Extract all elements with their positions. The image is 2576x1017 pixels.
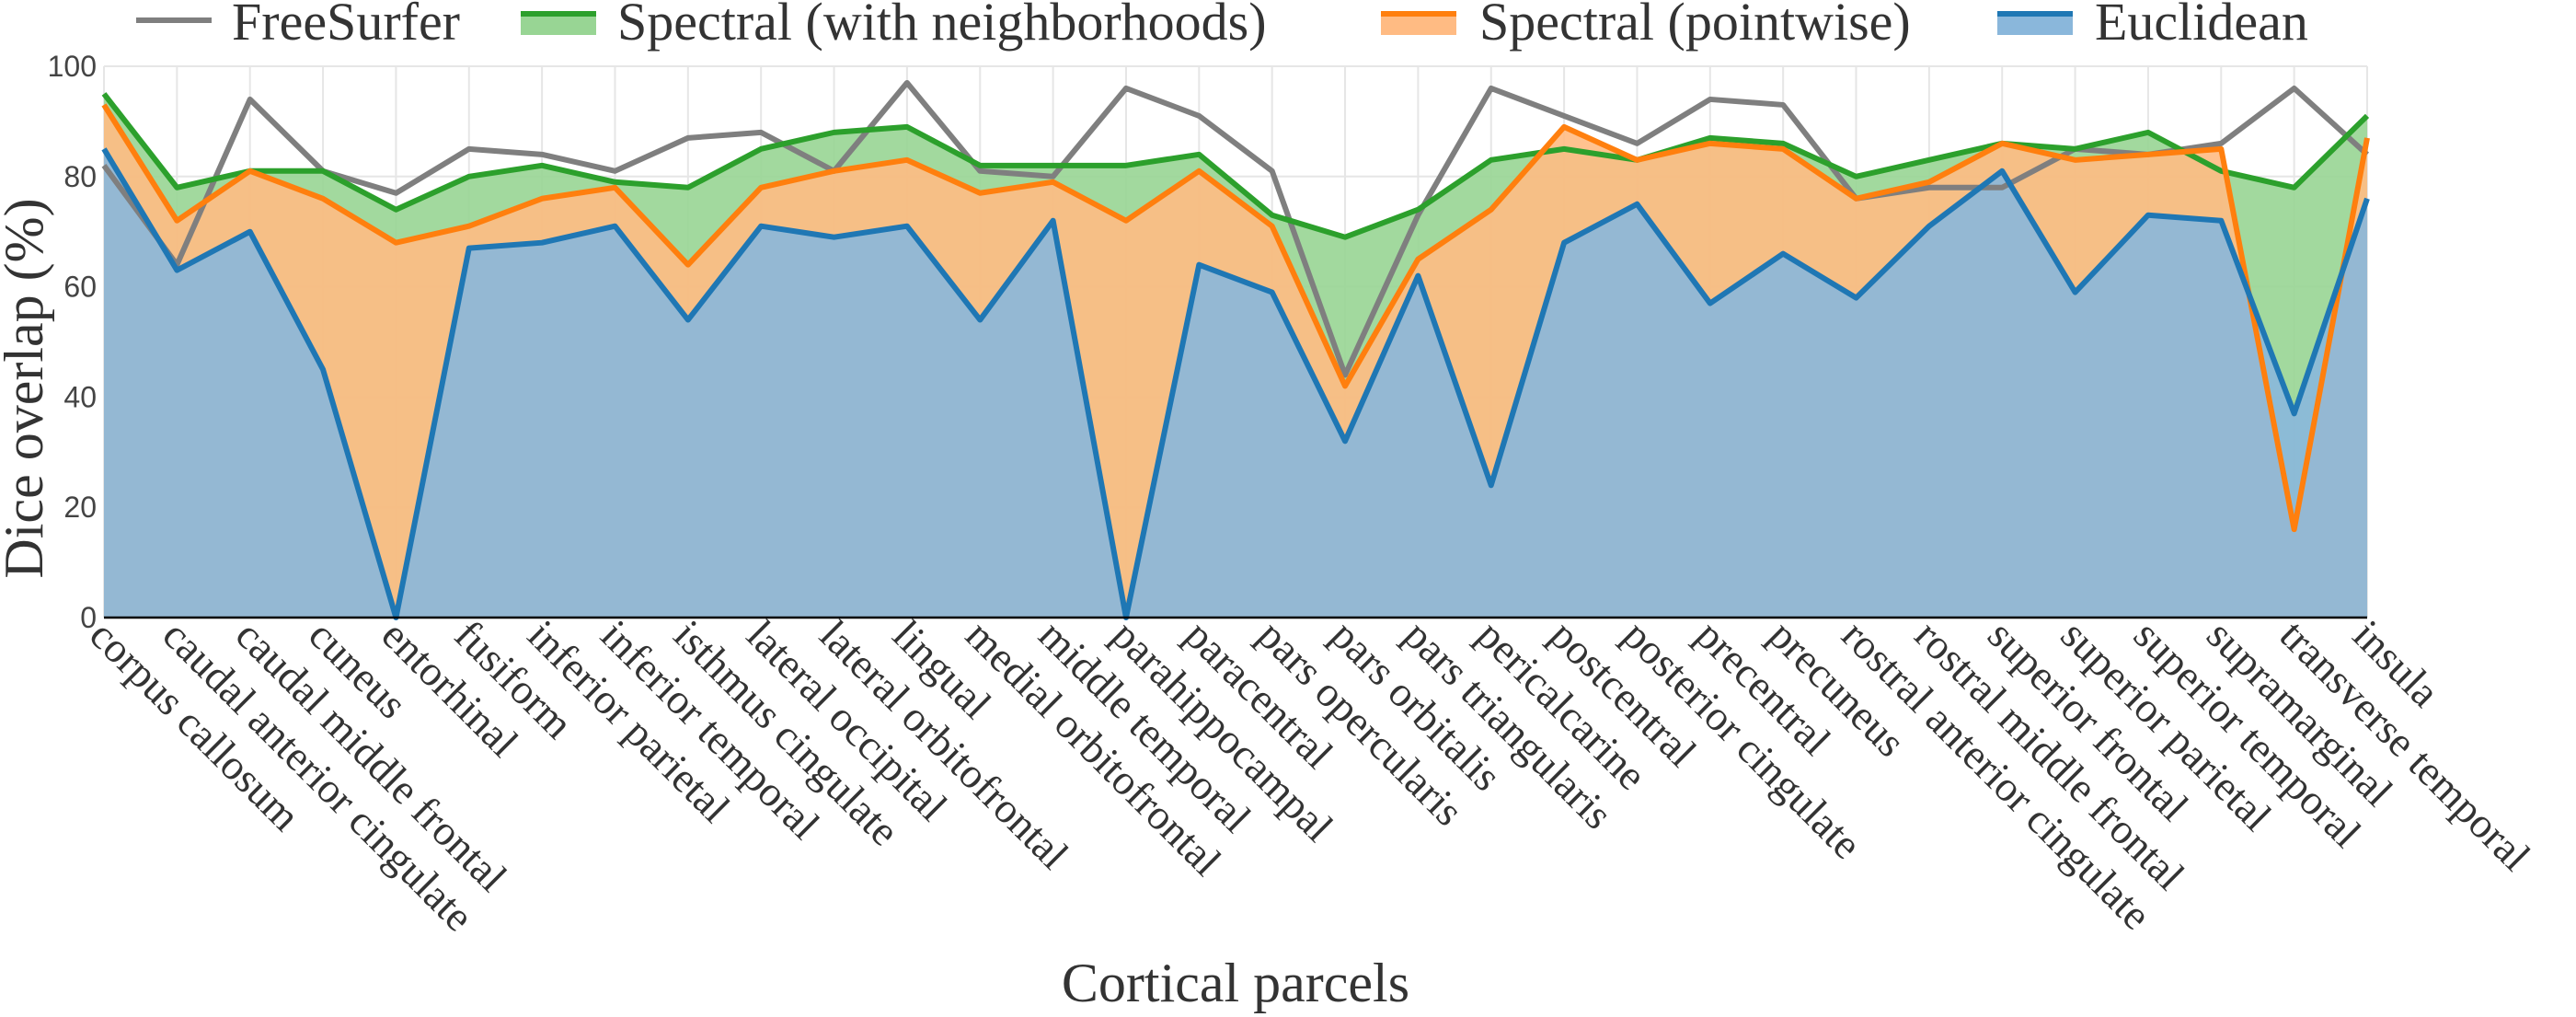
legend: FreeSurfer Spectral (with neighborhoods) S… (136, 0, 2308, 52)
y-tick-label-40: 40 (63, 380, 97, 413)
line-spectral-with-neighborhoods (101, 92, 2370, 240)
x-axis-label: Cortical parcels (1062, 953, 1409, 1013)
line-spectral-pointwise (101, 103, 2370, 533)
line-euclidean (101, 147, 2370, 620)
line-freesurfer (101, 79, 2370, 378)
y-tick-label-80: 80 (63, 160, 97, 193)
y-tick-label-20: 20 (63, 491, 97, 524)
series-areas (104, 93, 2367, 618)
y-tick-labels: 0 20 40 60 80 100 (48, 50, 97, 634)
y-tick-label-0: 0 (80, 601, 97, 634)
series-lines (101, 79, 2370, 620)
y-tick-label-60: 60 (63, 271, 97, 304)
y-tick-label-100: 100 (48, 50, 97, 83)
legend-euclidean-label: Euclidean (2095, 0, 2308, 52)
legend-spectral-with-neighborhoods-label: Spectral (with neighborhoods) (617, 0, 1267, 52)
y-axis-label: Dice overlap (%) (0, 198, 54, 578)
legend-freesurfer-label: FreeSurfer (232, 0, 460, 52)
legend-spectral-pointwise-label: Spectral (pointwise) (1479, 0, 1911, 52)
